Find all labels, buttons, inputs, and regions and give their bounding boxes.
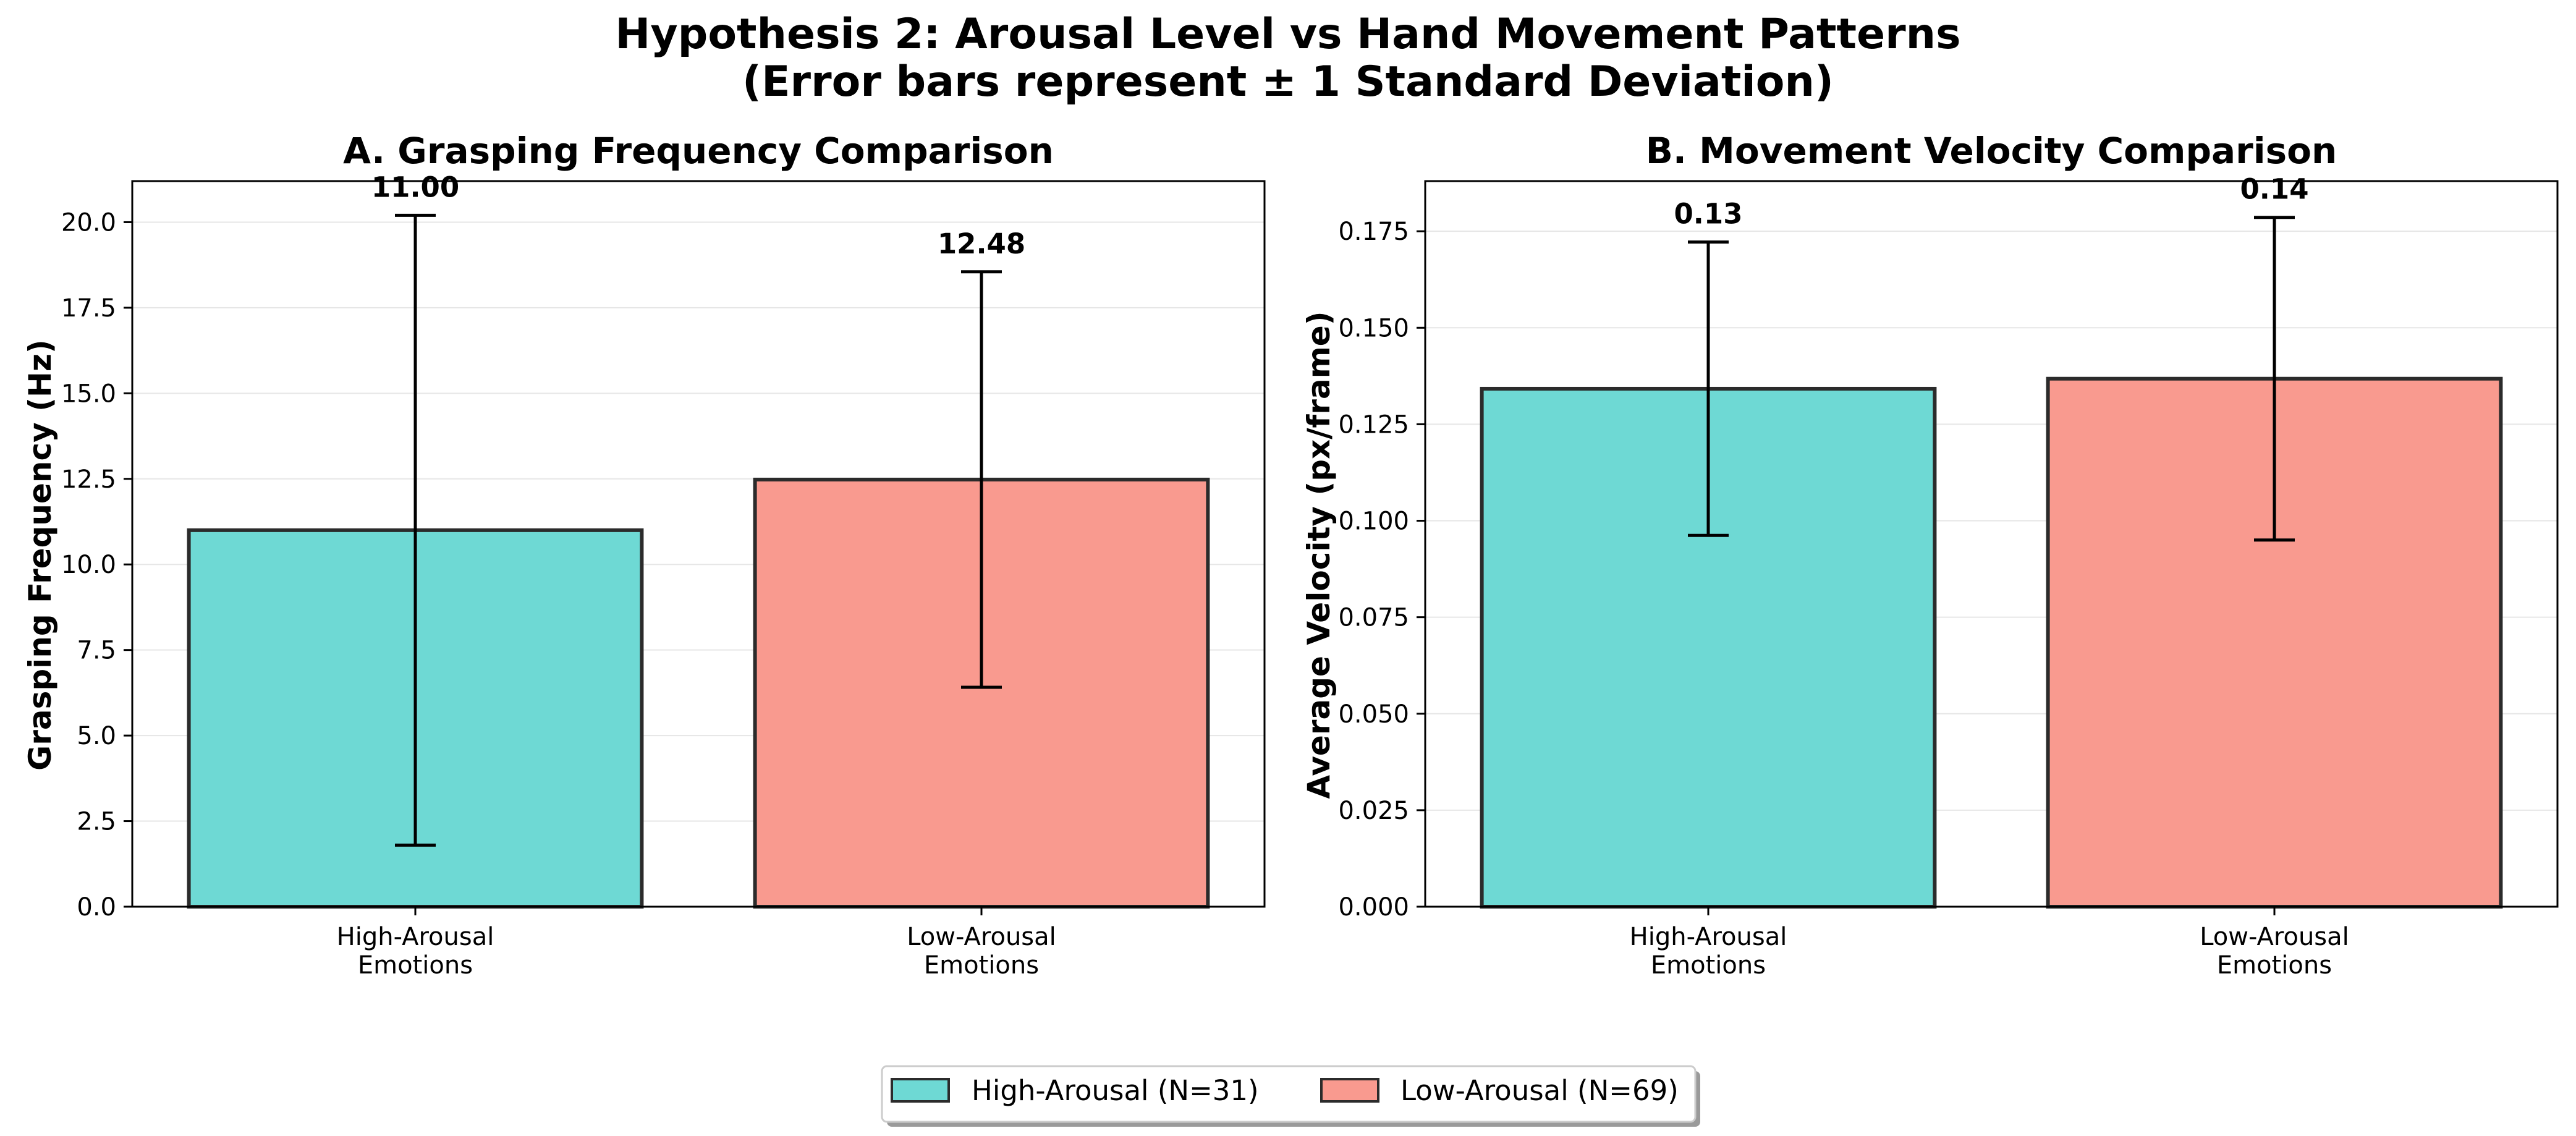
- b-panel-title: B. Movement Velocity Comparison: [1646, 130, 2337, 172]
- legend-swatch-low-arousal: [1320, 1078, 1379, 1103]
- a-value-label-1: 12.48: [938, 227, 1025, 260]
- b-category-label-1-line-1: Emotions: [2217, 951, 2332, 980]
- b-axes-frame: [1424, 180, 2559, 908]
- b-ytick-label-6: 0.150: [1338, 314, 1409, 342]
- b-category-label-0: High-Arousal Emotions: [1630, 923, 1787, 980]
- b-ytick-label-5: 0.125: [1338, 410, 1409, 439]
- b-ytick-label-7: 0.175: [1338, 218, 1409, 246]
- a-axes-frame: [131, 180, 1266, 908]
- a-ytick-label-4: 10.0: [61, 551, 116, 579]
- a-ytick-label-1: 2.5: [77, 808, 116, 836]
- a-value-label-0: 11.00: [371, 171, 459, 203]
- a-ytick-label-5: 12.5: [61, 465, 116, 494]
- b-value-label-0: 0.13: [1674, 198, 1742, 231]
- legend-label-low-arousal: Low-Arousal (N=69): [1400, 1074, 1679, 1107]
- a-category-label-1: Low-Arousal Emotions: [907, 923, 1056, 980]
- figure-title-line-1: Hypothesis 2: Arousal Level vs Hand Move…: [615, 10, 1960, 59]
- a-panel-title: A. Grasping Frequency Comparison: [343, 130, 1054, 172]
- b-ytick-label-3: 0.075: [1338, 604, 1409, 632]
- b-category-label-0-line-1: Emotions: [1651, 951, 1766, 980]
- a-category-label-0-line-1: Emotions: [358, 951, 473, 980]
- a-category-label-1-line-0: Low-Arousal: [907, 923, 1056, 951]
- panel-b-movement-velocity-chart: 0.13 0.14B. Movement Velocity Comparison 0…: [1301, 130, 2559, 980]
- a-ytick-label-7: 17.5: [61, 294, 116, 323]
- a-error-bar-1: [961, 270, 1002, 689]
- b-y-axis-label: Average Velocity (px/frame): [1301, 311, 1337, 799]
- a-category-label-1-line-1: Emotions: [924, 951, 1039, 980]
- b-category-label-1: Low-Arousal Emotions: [2200, 923, 2349, 980]
- b-category-label-0-line-0: High-Arousal: [1630, 923, 1787, 951]
- a-ytick-label-3: 7.5: [77, 637, 116, 665]
- a-ytick-label-8: 20.0: [61, 208, 116, 237]
- legend: High-Arousal (N=31) Low-Arousal (N=69): [881, 1065, 1700, 1127]
- figure-title-line-2: (Error bars represent ± 1 Standard Devia…: [742, 57, 1834, 106]
- b-category-label-1-line-0: Low-Arousal: [2200, 923, 2349, 951]
- legend-label-high-arousal: High-Arousal (N=31): [972, 1074, 1259, 1107]
- b-error-bar-1: [2254, 216, 2295, 542]
- b-value-label-1: 0.14: [2240, 173, 2308, 206]
- a-error-bar-0: [395, 213, 436, 847]
- a-ytick-label-2: 5.0: [77, 722, 116, 750]
- a-y-axis-label: Grasping Frequency (Hz): [22, 339, 58, 771]
- legend-swatch-high-arousal: [891, 1078, 950, 1103]
- b-ytick-label-1: 0.025: [1338, 797, 1409, 825]
- a-category-label-0-line-0: High-Arousal: [337, 923, 494, 951]
- panel-a-grasping-frequency-chart: 11.00 12.48 A. Grasping Frequency Comparis…: [22, 130, 1266, 980]
- b-ytick-label-4: 0.100: [1338, 507, 1409, 536]
- a-ytick-label-6: 15.0: [61, 379, 116, 408]
- legend-frame: [881, 1065, 1697, 1123]
- a-ytick-label-0: 0.0: [77, 893, 116, 922]
- b-ytick-label-2: 0.050: [1338, 700, 1409, 729]
- b-ytick-label-0: 0.000: [1338, 893, 1409, 922]
- b-error-bar-0: [1688, 240, 1729, 537]
- a-category-label-0: High-Arousal Emotions: [337, 923, 494, 980]
